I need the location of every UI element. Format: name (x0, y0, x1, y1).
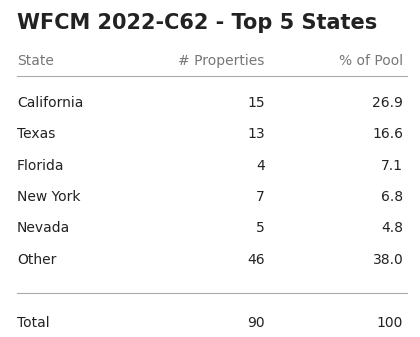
Text: Other: Other (17, 253, 56, 267)
Text: 6.8: 6.8 (381, 190, 403, 204)
Text: # Properties: # Properties (178, 54, 265, 68)
Text: Nevada: Nevada (17, 221, 70, 236)
Text: WFCM 2022-C62 - Top 5 States: WFCM 2022-C62 - Top 5 States (17, 13, 377, 33)
Text: % of Pool: % of Pool (339, 54, 403, 68)
Text: 15: 15 (247, 96, 265, 110)
Text: 16.6: 16.6 (372, 127, 403, 142)
Text: New York: New York (17, 190, 80, 204)
Text: 5: 5 (256, 221, 265, 236)
Text: 100: 100 (377, 316, 403, 330)
Text: Texas: Texas (17, 127, 55, 142)
Text: 4.8: 4.8 (381, 221, 403, 236)
Text: State: State (17, 54, 54, 68)
Text: 7.1: 7.1 (381, 159, 403, 173)
Text: Total: Total (17, 316, 50, 330)
Text: California: California (17, 96, 83, 110)
Text: 38.0: 38.0 (373, 253, 403, 267)
Text: 7: 7 (256, 190, 265, 204)
Text: 13: 13 (247, 127, 265, 142)
Text: 90: 90 (247, 316, 265, 330)
Text: 46: 46 (247, 253, 265, 267)
Text: Florida: Florida (17, 159, 64, 173)
Text: 4: 4 (256, 159, 265, 173)
Text: 26.9: 26.9 (372, 96, 403, 110)
